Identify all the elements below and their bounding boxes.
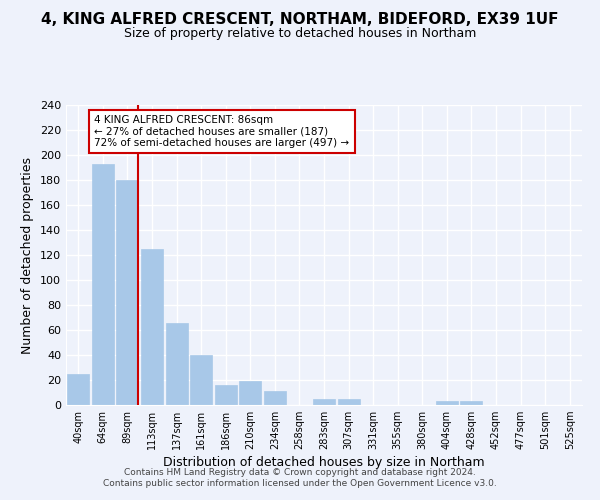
Bar: [166, 322, 188, 405]
Bar: [190, 355, 212, 405]
Bar: [215, 385, 237, 405]
Text: 4, KING ALFRED CRESCENT, NORTHAM, BIDEFORD, EX39 1UF: 4, KING ALFRED CRESCENT, NORTHAM, BIDEFO…: [41, 12, 559, 28]
Y-axis label: Number of detached properties: Number of detached properties: [22, 156, 34, 354]
Bar: [67, 374, 89, 405]
Bar: [92, 164, 114, 405]
Bar: [239, 381, 262, 405]
Text: 4 KING ALFRED CRESCENT: 86sqm
← 27% of detached houses are smaller (187)
72% of : 4 KING ALFRED CRESCENT: 86sqm ← 27% of d…: [94, 115, 349, 148]
Bar: [116, 180, 139, 405]
Bar: [264, 391, 286, 405]
Bar: [313, 399, 335, 405]
Bar: [436, 401, 458, 405]
Bar: [460, 401, 482, 405]
Text: Contains HM Land Registry data © Crown copyright and database right 2024.
Contai: Contains HM Land Registry data © Crown c…: [103, 468, 497, 487]
Text: Size of property relative to detached houses in Northam: Size of property relative to detached ho…: [124, 28, 476, 40]
Bar: [338, 399, 359, 405]
X-axis label: Distribution of detached houses by size in Northam: Distribution of detached houses by size …: [163, 456, 485, 469]
Bar: [141, 248, 163, 405]
